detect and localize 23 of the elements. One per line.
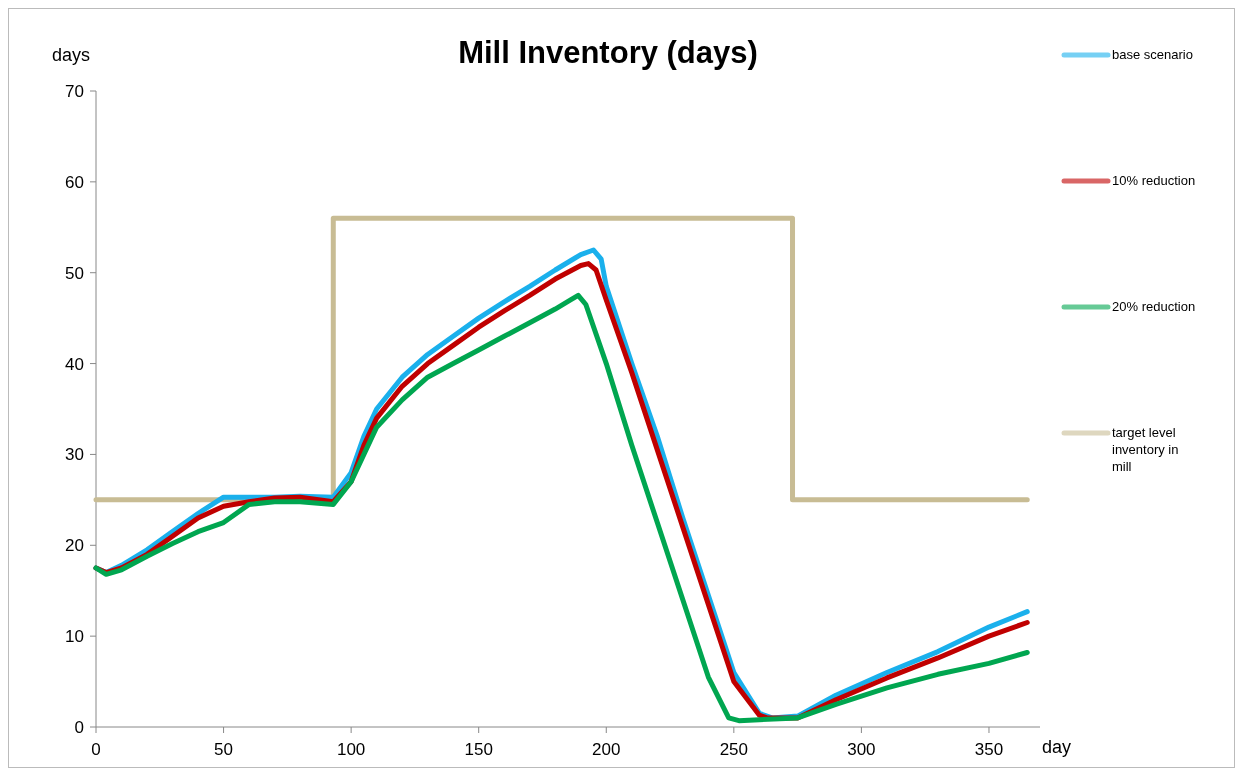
x-tick-label: 200 [592, 740, 621, 759]
x-tick-label: 150 [464, 740, 493, 759]
legend-label: target level inventory in mill [1112, 425, 1179, 474]
x-tick-label: 50 [214, 740, 234, 759]
chart-title: Mill Inventory (days) [458, 35, 758, 70]
y-tick-label: 70 [65, 82, 84, 101]
y-axis-title: days [52, 45, 91, 65]
y-tick-label: 60 [65, 172, 84, 192]
y-tick-label: 0 [74, 718, 84, 737]
x-tick-label: 300 [847, 740, 876, 759]
x-tick-label: 350 [974, 740, 1004, 759]
x-tick-label: 250 [719, 740, 749, 759]
legend-label: 20% reduction [1112, 299, 1196, 314]
legend-label: base scenario [1112, 47, 1193, 62]
legend-label: 10% reduction [1112, 173, 1196, 188]
y-tick-label: 30 [65, 445, 84, 465]
x-axis-title: day [1042, 737, 1072, 757]
y-tick-label: 10 [65, 627, 84, 647]
x-tick-label: 100 [336, 740, 366, 759]
x-tick-label: 0 [91, 740, 101, 759]
y-tick-label: 50 [65, 263, 84, 283]
y-tick-label: 20 [65, 536, 84, 556]
y-tick-label: 40 [65, 354, 84, 374]
